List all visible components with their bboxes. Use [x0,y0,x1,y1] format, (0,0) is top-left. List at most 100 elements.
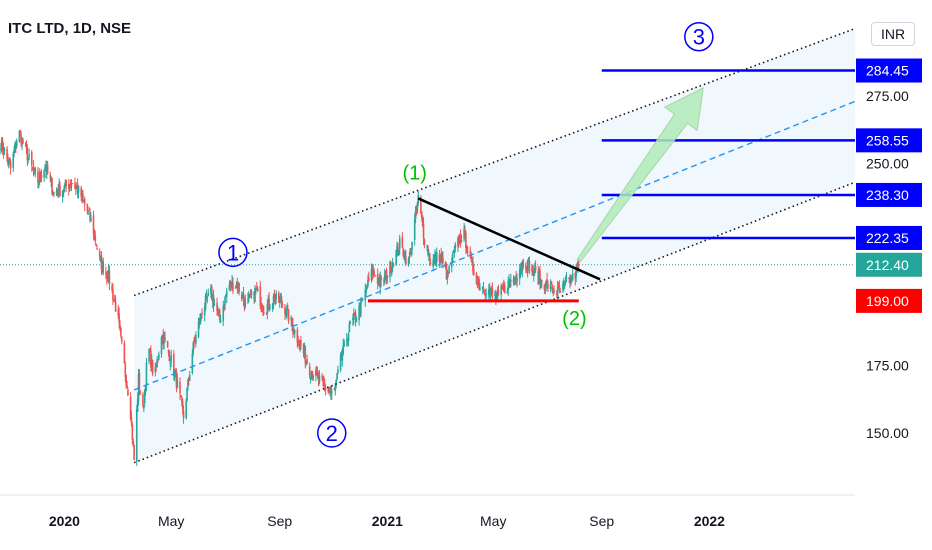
candle-body [361,299,364,301]
candle-body [95,244,97,246]
candle-body [3,148,6,152]
candle-body [174,371,177,373]
candle-body [469,250,472,255]
candle-body [180,398,183,402]
candle-body [262,306,264,311]
currency-button[interactable]: INR [871,22,915,46]
candle-body [0,148,2,150]
candle-body [7,157,9,164]
candle-body [422,223,425,239]
candle-body [242,293,245,301]
candle-body [100,255,103,269]
candle-body [448,266,450,274]
candle-body [365,289,367,293]
candle-body [407,258,410,266]
candle-body [94,235,97,242]
candle-body [39,171,42,178]
candle-body [479,287,481,289]
wave-label: 1 [227,240,239,265]
candle-body [494,293,496,296]
candle-body [232,282,234,292]
candle-body [358,306,360,320]
candle-body [447,272,450,274]
candle-body [556,286,559,296]
candle-body [75,187,77,190]
candle-body [466,251,469,253]
candle-body [131,424,134,440]
candle-body [259,286,262,306]
candle-body [285,308,288,317]
candle-body [51,178,53,194]
candle-body [25,144,28,149]
candle-body [539,270,541,284]
channel-lower-line [133,181,856,464]
candle-body [266,304,269,314]
candle-body [445,265,448,280]
candle-body [423,239,426,246]
candle-body [106,276,109,281]
candle-body [272,295,275,305]
candle-body [429,262,432,264]
candle-body [149,349,151,351]
candle-body [20,135,22,145]
candle-body [241,295,244,298]
candle-body [222,306,225,322]
candle-body [286,305,289,308]
candle-body [553,290,555,293]
candle-body [310,371,313,376]
candle-body [230,283,232,287]
candle-body [470,253,472,258]
candle-body [497,291,500,293]
candle-body [335,379,337,383]
candle-body [465,246,468,252]
candle-body [260,303,262,307]
candle-body [188,375,191,381]
candle-body [179,381,181,394]
candle-body [192,342,195,353]
candle-body [465,232,467,248]
wave-circle [317,418,347,448]
candle-body [398,238,401,249]
candle-body [287,309,290,322]
candle-body [503,285,505,292]
price-label-box [856,288,922,313]
candle-body [333,388,336,390]
candle-body [330,390,333,394]
candle-body [570,276,572,282]
candle-body [191,353,194,373]
candle-body [495,296,498,299]
candle-body [391,262,394,268]
candle-body [565,277,568,280]
candle-body [234,287,237,289]
candle-body [38,172,41,181]
candle-body [433,258,435,262]
price-label: 238.30 [866,187,909,203]
candle-body [496,290,499,298]
candle-body [120,337,123,342]
candle-body [395,250,397,265]
candle-body [22,139,24,144]
candle-body [18,130,21,142]
wave-label: (1) [402,162,426,184]
candle-body [557,284,560,288]
price-label-box [856,225,922,250]
candle-body [352,317,354,321]
candle-body [420,211,423,219]
candle-body [304,346,307,364]
candle-body [175,371,178,388]
candle-body [76,185,79,194]
candle-body [544,288,547,290]
candle-body [454,244,457,249]
candle-body [213,303,216,305]
candle-body [402,248,405,257]
candle-body [398,250,400,255]
candle-body [123,342,126,364]
candle-body [472,261,474,271]
candle-body [90,217,92,222]
price-label: 258.55 [866,132,909,148]
candle-body [446,270,449,280]
x-tick-label: 2021 [372,513,403,529]
price-label-box [856,252,922,277]
candle-body [145,362,148,385]
